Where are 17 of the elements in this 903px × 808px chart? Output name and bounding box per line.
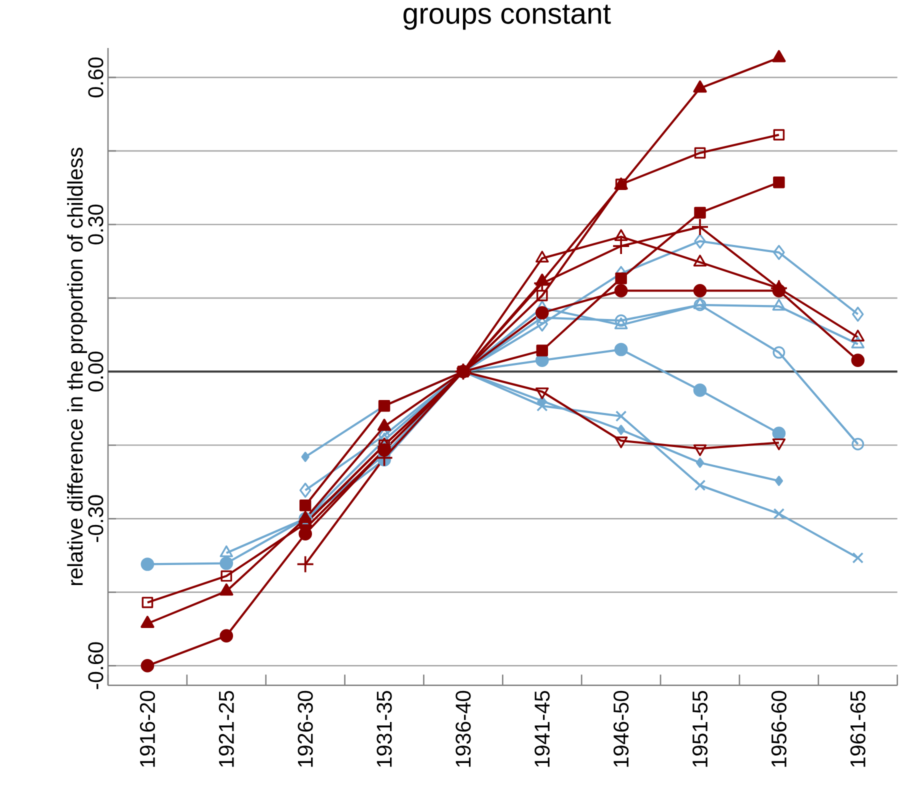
x-tick-label: 1951-55 [692,690,708,767]
y-tick-label: -0.30 [88,495,104,542]
x-tick-label: 1926-30 [298,690,313,767]
y-axis-title: relative difference in the proportion of childless [67,148,88,586]
x-tick-label: 1961-65 [850,690,866,767]
x-tick-label: 1921-25 [218,690,234,767]
x-tick-label: 1956-60 [771,690,786,767]
x-tick-label: 1916-20 [140,690,156,767]
x-tick-label: 1941-45 [534,690,550,767]
x-tick-label: 1931-35 [376,690,392,767]
y-tick-label: 0.60 [88,58,104,98]
chart-title: groups constant [404,4,611,30]
y-tick-label: 0.00 [88,352,104,392]
y-tick-label: -0.60 [88,642,104,690]
x-tick-label: 1936-40 [456,690,471,767]
x-tick-label: 1946-50 [614,690,629,767]
y-tick-label: 0.30 [88,204,104,244]
